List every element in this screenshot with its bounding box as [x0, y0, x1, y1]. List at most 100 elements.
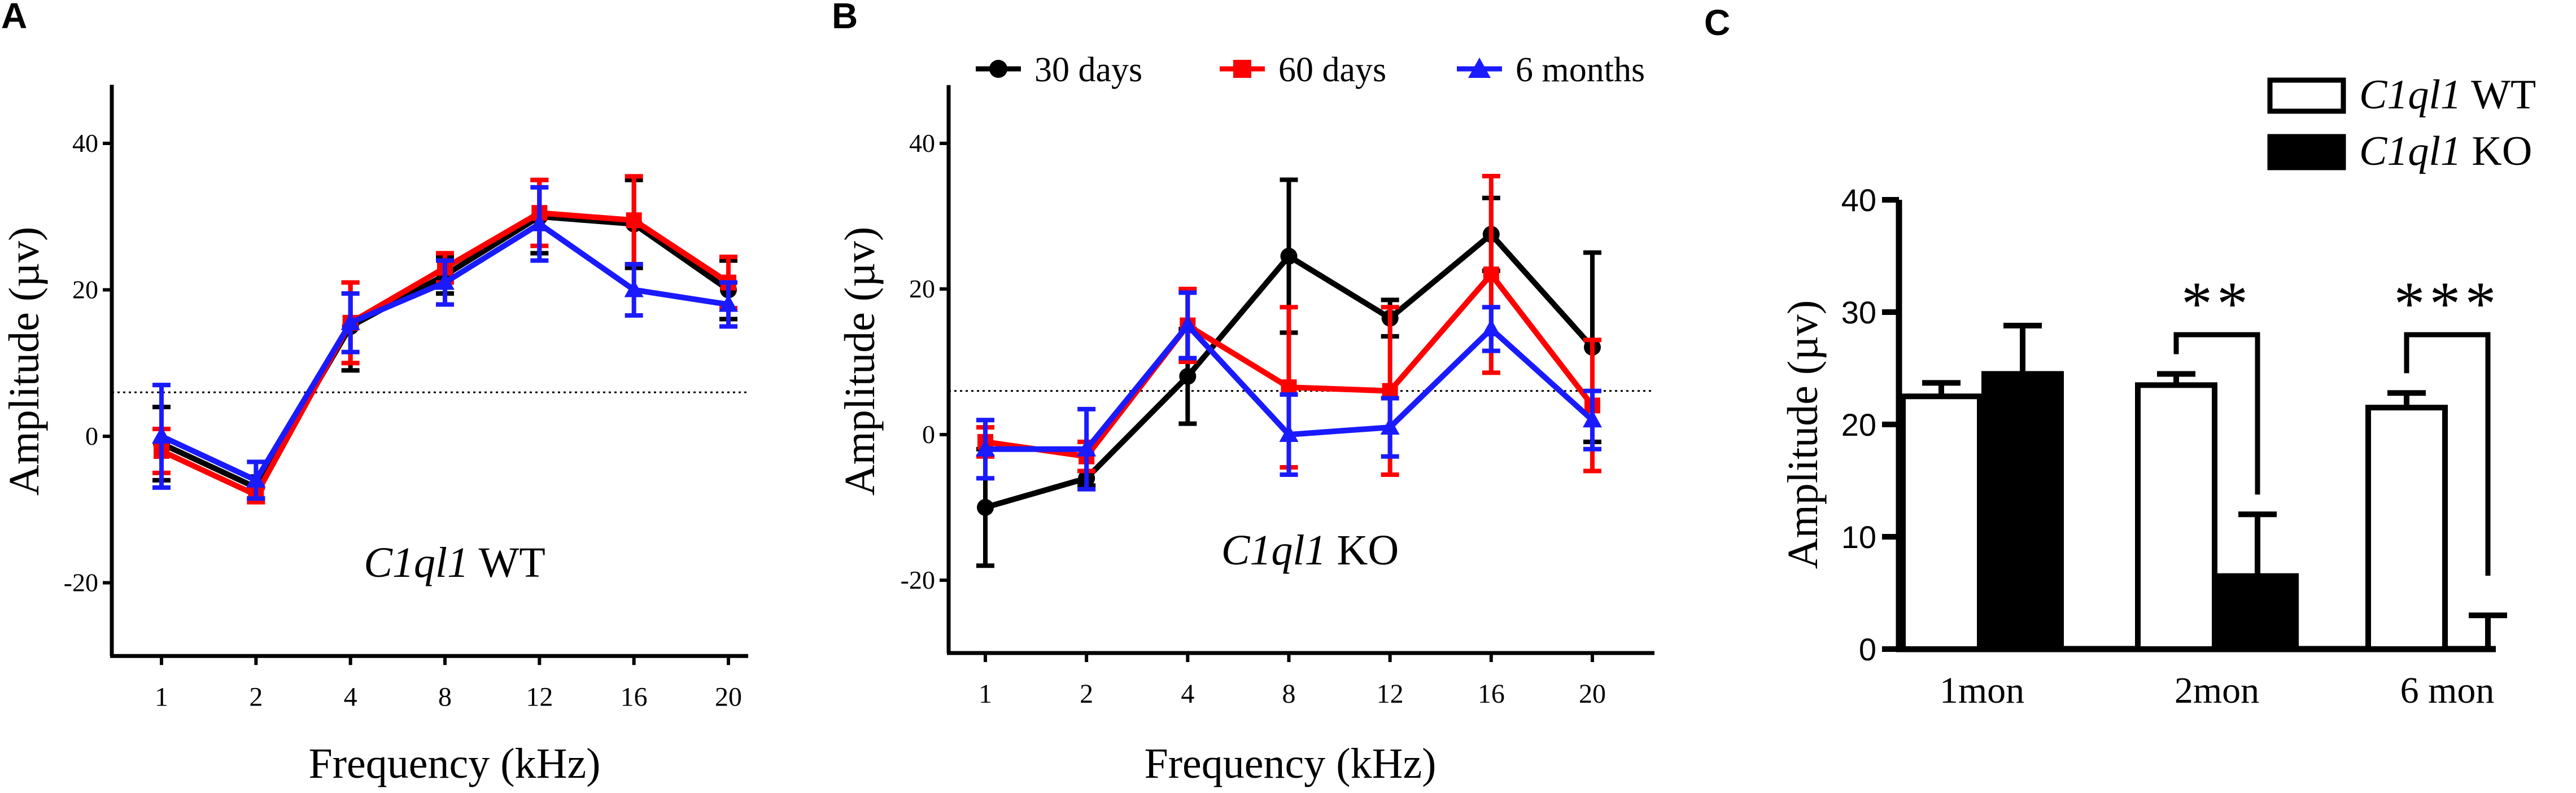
panel-b-axes — [940, 85, 1654, 662]
panel-c-bar-c1ql1-wt — [2135, 382, 2217, 652]
legend-60-days-marker — [1233, 60, 1251, 78]
panel-b-x-tick-label: 2 — [1080, 679, 1093, 709]
panel-c-significance-stars: ** — [2181, 269, 2252, 338]
panel-c-significance-stars: *** — [2394, 269, 2501, 338]
panel-a-series-6-months-point — [530, 213, 549, 231]
panel-c-significance-bracket — [2173, 332, 2260, 495]
panel-c-y-tick-label: 40 — [1841, 182, 1876, 218]
panel-a-series-6-months-point — [340, 312, 360, 330]
panel-c-y-tick-label: 0 — [1859, 632, 1876, 667]
panel-b-series-30-days-point — [977, 499, 994, 516]
legend-30-days-label: 30 days — [1034, 51, 1142, 89]
panel-b-x-tick-label: 16 — [1478, 679, 1505, 709]
panel-b-series-6-months — [976, 290, 1602, 492]
legend-6-months-marker — [1468, 58, 1491, 78]
panel-a-x-tick-label: 2 — [249, 682, 263, 712]
panel-a-x-axis-title: Frequency (kHz) — [308, 740, 600, 787]
legend-ko-label: C1ql1 KO — [2359, 128, 2532, 174]
panel-a-x-tick-labels: 1 2 4 8 12 16 20 — [155, 682, 742, 712]
panel-b-series-60-days-point — [1483, 266, 1499, 283]
panel-b-x-tick-label: 20 — [1579, 679, 1606, 709]
panel-b-y-tick-label: 40 — [909, 129, 935, 157]
panel-b-y-tick-labels: -20 0 20 40 — [901, 129, 935, 594]
panel-a-x-tick-label: 8 — [438, 682, 452, 712]
panel-b-x-tick-labels: 1 2 4 8 12 16 20 — [979, 679, 1606, 709]
legend-item-wt: C1ql1 WT — [2267, 72, 2536, 118]
panel-a-series-6-months-point — [246, 470, 266, 488]
panel-a-series-6-months-point — [435, 272, 455, 290]
panel-b-genotype-annotation: C1ql1 KO — [1221, 527, 1399, 574]
panel-a-series-6-months-point — [624, 279, 644, 297]
panel-b-x-axis-title: Frequency (kHz) — [1144, 740, 1436, 787]
panel-b-series-6-months-point — [976, 439, 995, 457]
legend-item-ko: C1ql1 KO — [2267, 128, 2532, 174]
panel-c-y-tick-label: 10 — [1841, 519, 1876, 555]
panel-a-x-tick-label: 20 — [715, 682, 742, 712]
legend-item-6-months: 6 months — [1457, 51, 1645, 89]
panel-c-x-tick-label: 2mon — [2175, 670, 2259, 711]
legend-6-months-label: 6 months — [1516, 51, 1645, 89]
panel-b-y-tick-label: 20 — [909, 274, 935, 303]
legend-wt-genotype: WT — [2471, 72, 2536, 118]
panel-a-x-tick-label: 4 — [344, 682, 357, 712]
panel-b-y-axis-title: Amplitude (µv) — [836, 227, 884, 496]
legend-ko-genotype: KO — [2472, 128, 2532, 174]
panel-c-y-tick-labels: 0 10 20 30 40 — [1841, 182, 1876, 667]
panel-a-x-tick-label: 16 — [621, 682, 648, 712]
panel-c-bars — [1900, 322, 2507, 652]
panel-b-series-6-months-point — [1380, 417, 1400, 435]
panel-c-bar-c1ql1-ko — [1981, 371, 2064, 652]
panel-b-gene-name: C1ql1 — [1221, 527, 1326, 574]
panel-a-genotype: WT — [479, 539, 545, 586]
panel-b-series-6-months-point — [1178, 315, 1198, 333]
panel-a-series-6-months — [152, 185, 738, 501]
panel-a-x-tick-label: 12 — [526, 682, 553, 712]
panel-label-a: A — [1, 0, 27, 36]
panel-a-x-tick-label: 1 — [155, 682, 168, 712]
panel-b-series-6-months-point — [1279, 424, 1299, 442]
panel-a-y-tick-labels: -20 0 20 40 — [64, 129, 98, 597]
panel-c-bar-c1ql1-ko — [2216, 573, 2299, 652]
legend-item-30-days: 30 days — [976, 51, 1142, 89]
panel-c-significance: ** *** — [2173, 269, 2501, 576]
panel-label-b: B — [832, 0, 858, 36]
legend-ko-gene: C1ql1 — [2359, 128, 2461, 174]
panel-b-series-30-days-point — [1179, 367, 1197, 385]
legend-wt-gene: C1ql1 — [2359, 72, 2461, 118]
legend-wt-label: C1ql1 WT — [2359, 72, 2536, 118]
panel-c-y-tick-label: 30 — [1841, 295, 1876, 330]
panel-b-y-tick-label: 0 — [922, 420, 935, 449]
panel-a-axes — [103, 85, 748, 665]
panel-c-x-tick-label: 1mon — [1940, 670, 2024, 711]
legend-ko-swatch — [2267, 134, 2346, 170]
panel-a-y-tick-label: -20 — [64, 568, 98, 597]
panel-b-x-tick-label: 12 — [1377, 679, 1404, 709]
panel-c-bar-c1ql1-wt — [2365, 405, 2448, 652]
panel-b-genotype: KO — [1337, 527, 1399, 574]
panel-b-series-30-days-point — [1280, 247, 1298, 265]
panel-c-significance-bracket — [2404, 332, 2491, 576]
panel-b-series-6-months-point — [1077, 439, 1097, 457]
panel-b-y-tick-label: -20 — [901, 566, 935, 594]
panel-b-x-tick-label: 8 — [1282, 679, 1296, 709]
panel-a-y-tick-label: 40 — [72, 129, 98, 157]
panel-b-series-6-months-point — [1481, 318, 1501, 336]
panel-b-x-tick-label: 4 — [1181, 679, 1194, 709]
legend-item-60-days: 60 days — [1220, 51, 1386, 89]
panel-b-series — [976, 174, 1602, 568]
panel-a-series-6-months-point — [719, 294, 738, 312]
panel-a-y-tick-label: 20 — [72, 275, 98, 304]
panel-c-bar-c1ql1-wt — [1900, 393, 1983, 652]
panel-a-series — [152, 174, 738, 505]
panel-b-series-6-months-point — [1583, 410, 1602, 428]
panel-a-series-60-days — [152, 174, 737, 505]
panel-c-y-tick-label: 20 — [1841, 407, 1876, 442]
panel-a-genotype-annotation: C1ql1 WT — [364, 539, 545, 586]
panel-a-y-tick-label: 0 — [85, 422, 98, 450]
panel-a-series-60-days-point — [626, 212, 642, 229]
panel-c-legend: C1ql1 WT C1ql1 KO — [2267, 72, 2536, 174]
panel-b-x-tick-label: 1 — [979, 679, 992, 709]
